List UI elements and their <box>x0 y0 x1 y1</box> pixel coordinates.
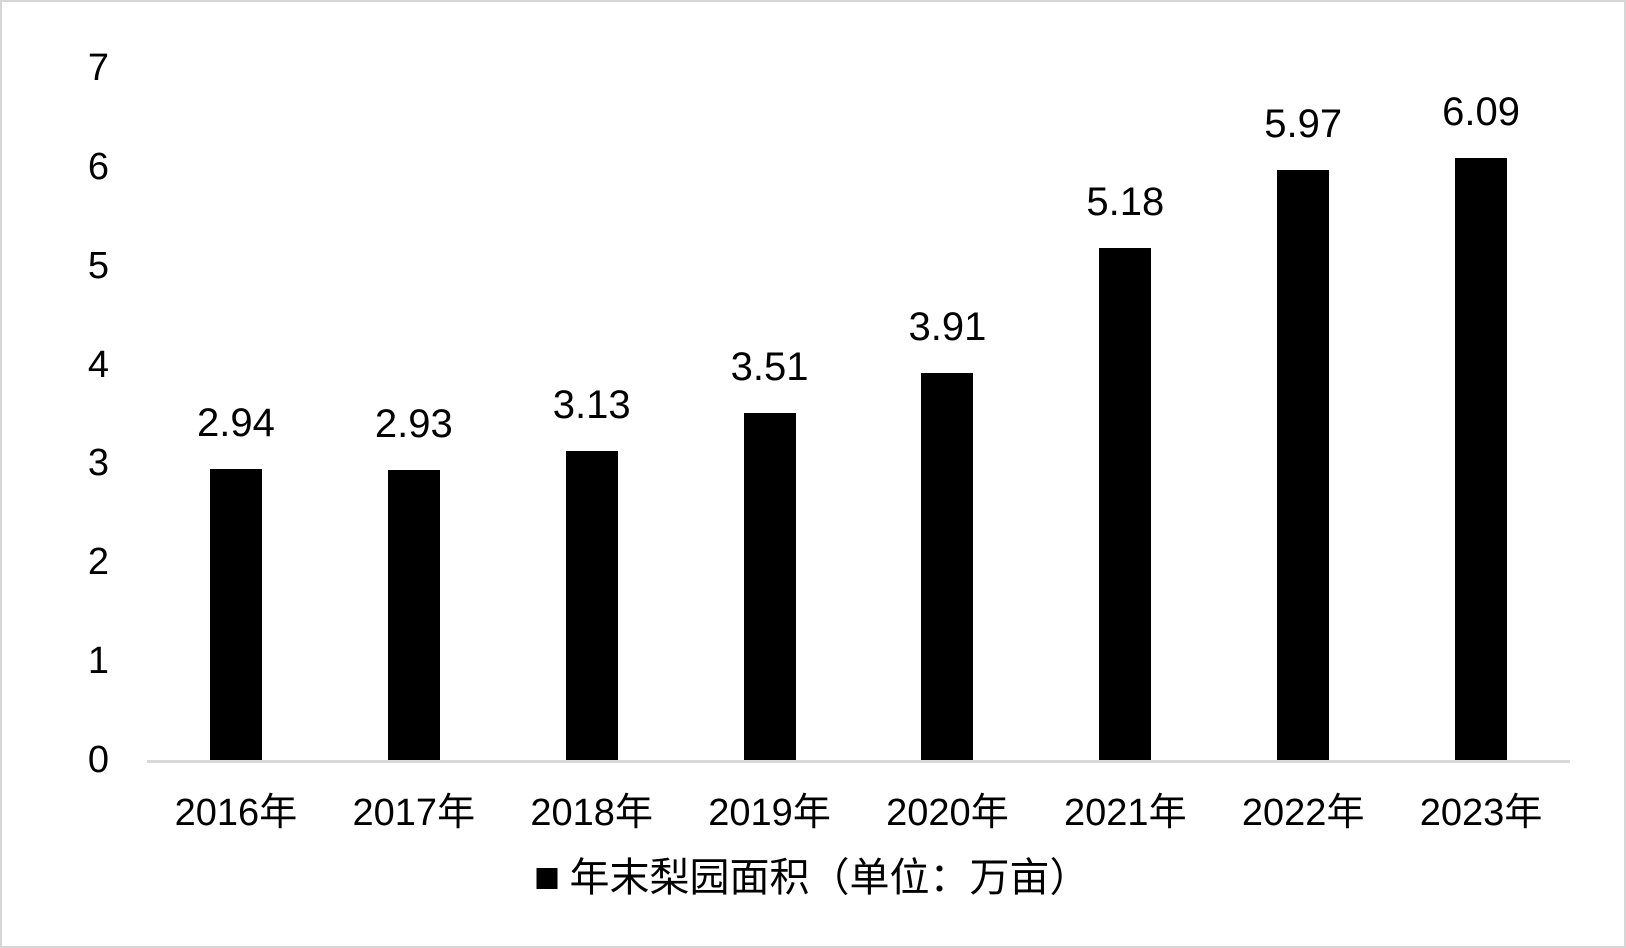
x-axis-category-label: 2018年 <box>530 792 653 834</box>
bar-2020年 <box>921 373 974 760</box>
y-axis-tick-label: 1 <box>87 640 109 683</box>
x-axis-line <box>147 760 1570 763</box>
bar-value-label: 5.97 <box>1264 101 1343 146</box>
bar-2016年 <box>209 469 262 760</box>
x-axis-category-label: 2022年 <box>1241 792 1365 834</box>
legend-square-marker-icon <box>536 867 558 889</box>
y-axis-tick-label: 4 <box>87 343 109 386</box>
x-axis-category-label: 2023年 <box>1419 792 1543 834</box>
y-axis-tick-label: 0 <box>87 739 109 781</box>
bar-value-label: 2.94 <box>197 401 275 446</box>
bar-2017年 <box>387 470 440 760</box>
y-axis-tick-label: 7 <box>87 47 109 89</box>
bar-2019年 <box>743 413 796 760</box>
bar-2021年 <box>1099 247 1152 760</box>
bar-value-label: 3.91 <box>908 305 987 350</box>
bar-2018年 <box>565 450 618 760</box>
bar-value-label: 5.18 <box>1086 179 1165 224</box>
y-axis-tick-label: 5 <box>87 244 109 287</box>
bar-2023年 <box>1455 157 1508 760</box>
y-axis-tick-label: 2 <box>87 541 109 584</box>
x-axis-category-label: 2021年 <box>1064 792 1187 834</box>
bar-value-label: 3.51 <box>730 345 809 389</box>
bar-value-label: 2.93 <box>374 402 453 447</box>
x-axis-category-label: 2016年 <box>174 792 298 834</box>
x-axis-category-label: 2019年 <box>708 792 831 834</box>
x-axis-category-label: 2020年 <box>886 792 1009 834</box>
bar-value-label: 6.09 <box>1442 89 1520 134</box>
x-axis-category-label: 2017年 <box>352 792 476 834</box>
legend-label: 年末梨园面积（单位：万亩） <box>569 856 1090 900</box>
y-axis-tick-label: 3 <box>87 442 109 485</box>
bar-value-label: 3.13 <box>552 382 631 427</box>
legend: 年末梨园面积（单位：万亩） <box>536 852 1090 904</box>
bar-2022年 <box>1277 169 1330 760</box>
y-axis-tick-label: 6 <box>87 145 109 188</box>
